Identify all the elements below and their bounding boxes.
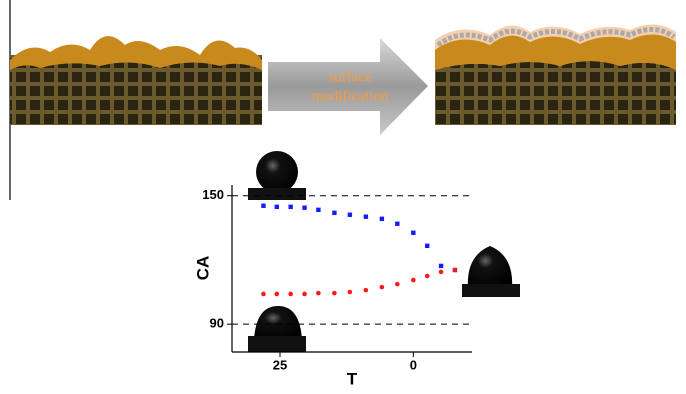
point bbox=[411, 231, 415, 235]
droplet-high bbox=[248, 151, 306, 200]
y-tick-label: 150 bbox=[202, 187, 224, 202]
point bbox=[439, 264, 443, 268]
point bbox=[453, 268, 458, 273]
point bbox=[288, 292, 293, 297]
y-axis-label: CA bbox=[193, 256, 212, 281]
x-tick-label: 25 bbox=[273, 357, 287, 372]
y-tick-label: 90 bbox=[210, 316, 224, 331]
x-tick-label: 0 bbox=[410, 357, 417, 372]
wood-surface-right bbox=[435, 24, 676, 125]
arrow: surface modification bbox=[268, 38, 428, 135]
droplet-low bbox=[248, 306, 306, 352]
point bbox=[348, 290, 353, 295]
point bbox=[380, 285, 385, 290]
point bbox=[411, 278, 416, 283]
point bbox=[332, 211, 336, 215]
point bbox=[261, 292, 266, 297]
arrow-label: surface bbox=[328, 69, 372, 85]
point bbox=[439, 270, 444, 275]
point bbox=[364, 288, 369, 293]
point bbox=[302, 205, 306, 209]
point bbox=[316, 291, 321, 296]
point bbox=[425, 274, 430, 279]
point bbox=[332, 291, 337, 296]
point bbox=[275, 205, 279, 209]
point bbox=[261, 204, 265, 208]
point bbox=[302, 292, 307, 297]
point bbox=[348, 213, 352, 217]
point bbox=[288, 205, 292, 209]
point bbox=[395, 282, 400, 287]
point bbox=[316, 208, 320, 212]
wood-surface-left bbox=[10, 36, 262, 125]
point bbox=[380, 217, 384, 221]
arrow-label: modification bbox=[312, 88, 389, 104]
point bbox=[395, 222, 399, 226]
x-axis-label: T bbox=[347, 369, 358, 388]
page: surface modification CA T 150 90 25 0 bbox=[0, 0, 686, 389]
chart: CA T 150 90 25 0 bbox=[193, 185, 472, 388]
droplet-mid bbox=[462, 246, 520, 297]
point bbox=[275, 292, 280, 297]
point bbox=[425, 244, 429, 248]
point bbox=[364, 214, 368, 218]
